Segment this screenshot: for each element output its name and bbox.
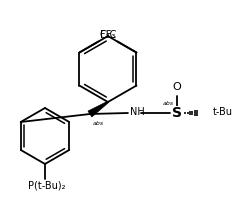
Text: F₃C: F₃C bbox=[100, 30, 116, 40]
Text: t-Bu: t-Bu bbox=[213, 107, 233, 117]
Text: abs: abs bbox=[93, 121, 104, 126]
Text: S: S bbox=[172, 106, 182, 120]
Text: O: O bbox=[173, 82, 181, 92]
Text: abs: abs bbox=[163, 101, 174, 106]
Text: P(t-Bu)₂: P(t-Bu)₂ bbox=[28, 181, 66, 191]
Text: NH: NH bbox=[130, 107, 145, 117]
Polygon shape bbox=[88, 101, 108, 117]
Text: CF₃: CF₃ bbox=[99, 30, 116, 40]
